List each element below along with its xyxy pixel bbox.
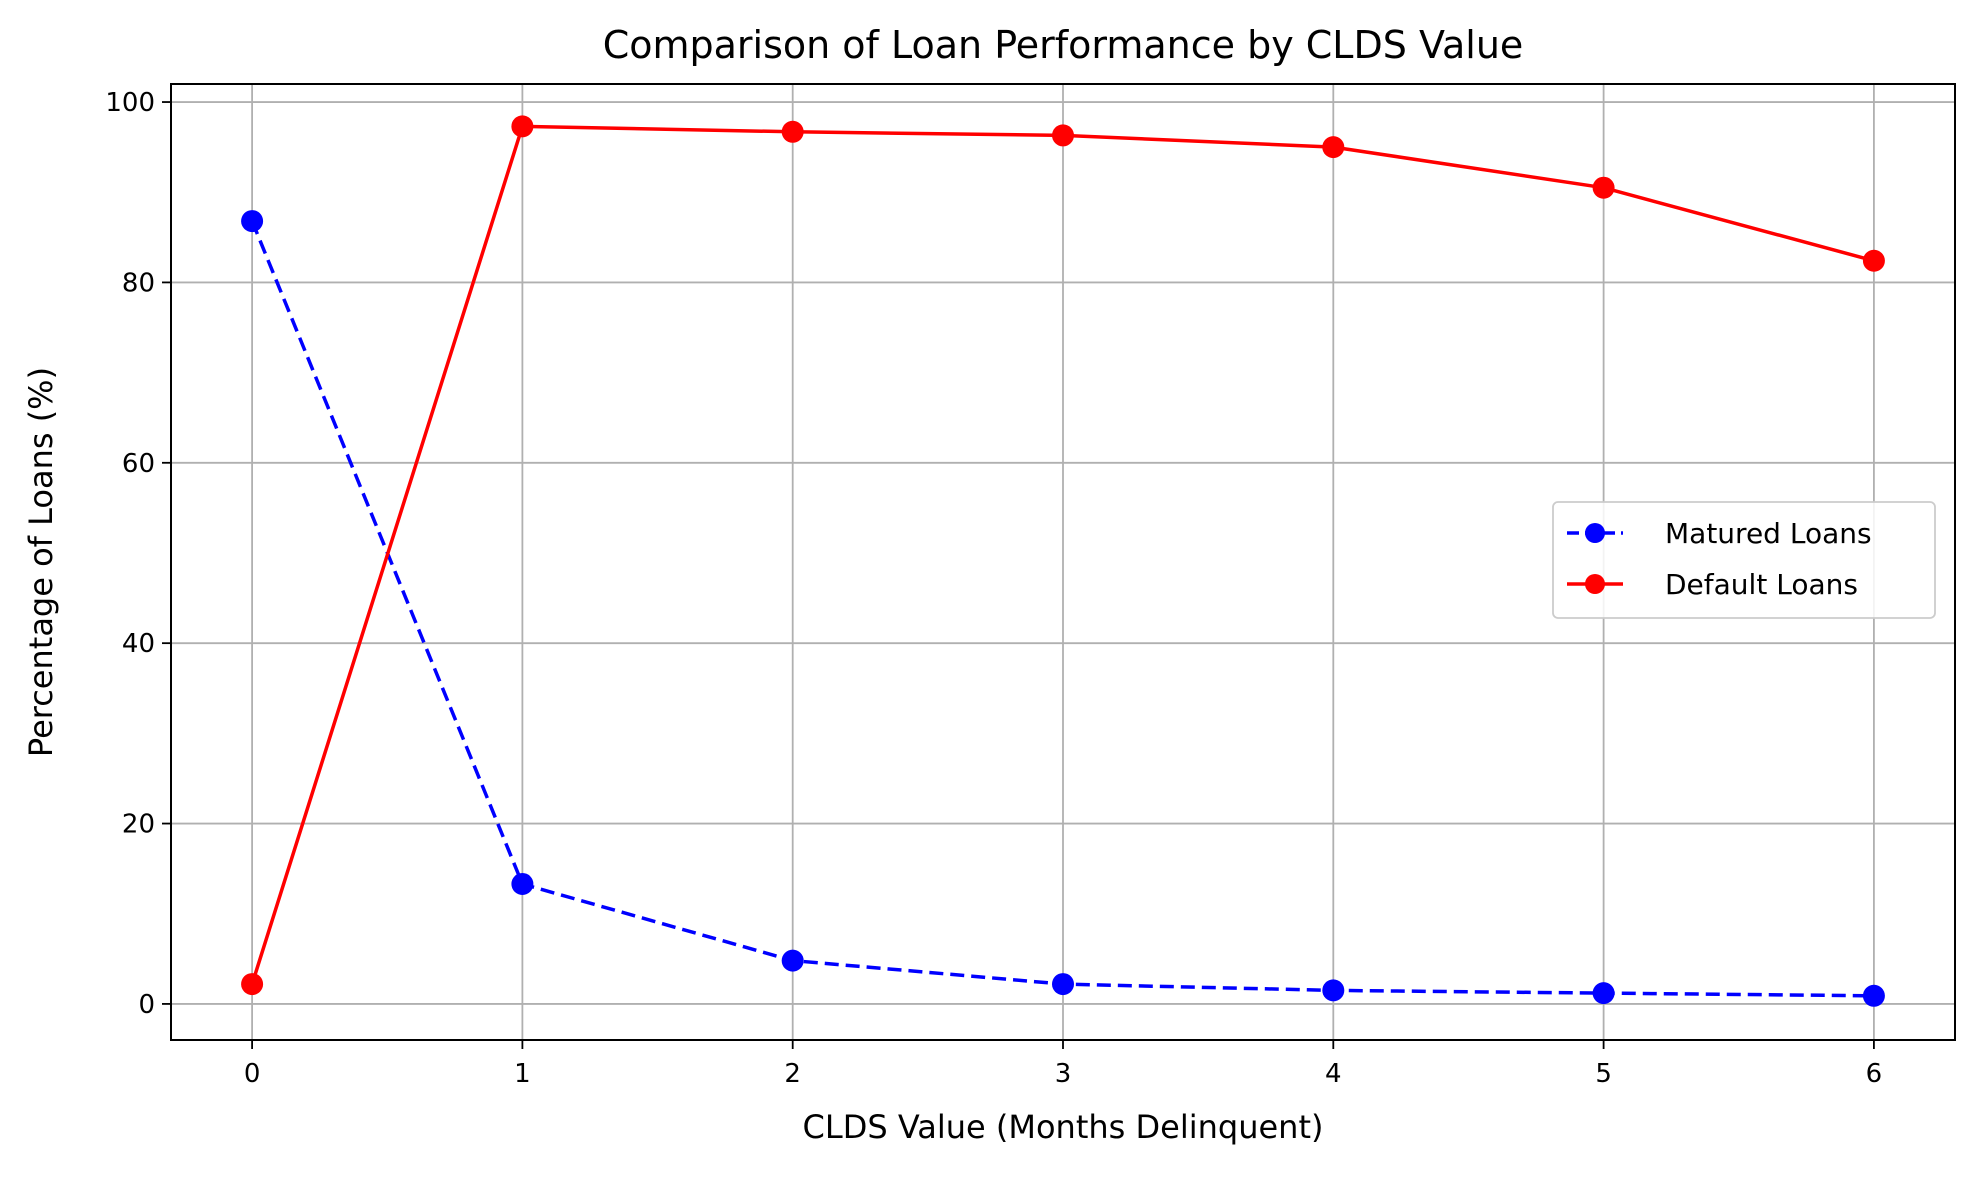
y-tick-label: 100 bbox=[105, 88, 155, 118]
x-tick-label: 4 bbox=[1325, 1059, 1342, 1089]
legend-marker-swatch bbox=[1585, 574, 1605, 594]
data-point bbox=[1052, 124, 1074, 147]
legend-box bbox=[1552, 501, 1936, 619]
legend-marker-swatch bbox=[1585, 523, 1605, 543]
legend: Matured Loans Default Loans bbox=[1552, 501, 1936, 619]
data-point bbox=[1052, 973, 1074, 996]
x-tick-label: 5 bbox=[1595, 1059, 1612, 1089]
y-tick-label: 20 bbox=[122, 810, 155, 840]
x-tick-label: 1 bbox=[514, 1059, 531, 1089]
data-point bbox=[1862, 249, 1885, 272]
data-point bbox=[1862, 984, 1885, 1007]
y-tick-label: 40 bbox=[122, 629, 155, 659]
x-tick-label: 2 bbox=[784, 1059, 801, 1089]
series-default-loans bbox=[241, 115, 1885, 996]
series-matured-loans bbox=[241, 210, 1885, 1007]
data-point bbox=[511, 115, 534, 138]
legend-label: Matured Loans bbox=[1665, 517, 1872, 550]
data-point bbox=[1592, 176, 1615, 199]
data-point bbox=[241, 973, 264, 996]
data-point bbox=[1322, 979, 1345, 1002]
x-axis-label: CLDS Value (Months Delinquent) bbox=[803, 1108, 1324, 1146]
data-point bbox=[511, 872, 534, 895]
y-tick-label: 0 bbox=[138, 990, 155, 1020]
data-point bbox=[241, 210, 264, 233]
y-tick-label: 60 bbox=[122, 449, 155, 479]
chart-title: Comparison of Loan Performance by CLDS V… bbox=[603, 23, 1524, 67]
y-axis-label: Percentage of Loans (%) bbox=[22, 367, 60, 757]
x-tick-label: 6 bbox=[1866, 1059, 1883, 1089]
series-layer bbox=[241, 115, 1885, 1007]
legend-label: Default Loans bbox=[1665, 568, 1858, 601]
y-tick-label: 80 bbox=[122, 268, 155, 298]
x-tick-label: 3 bbox=[1055, 1059, 1072, 1089]
grid-layer bbox=[171, 84, 1955, 1040]
data-point bbox=[781, 120, 804, 143]
legend-item-matured-loans: Matured Loans bbox=[1567, 517, 1872, 550]
x-tick-label: 0 bbox=[244, 1059, 261, 1089]
data-point bbox=[1592, 982, 1615, 1005]
data-point bbox=[1322, 136, 1345, 159]
legend-item-default-loans: Default Loans bbox=[1567, 568, 1858, 601]
data-point bbox=[781, 949, 804, 972]
